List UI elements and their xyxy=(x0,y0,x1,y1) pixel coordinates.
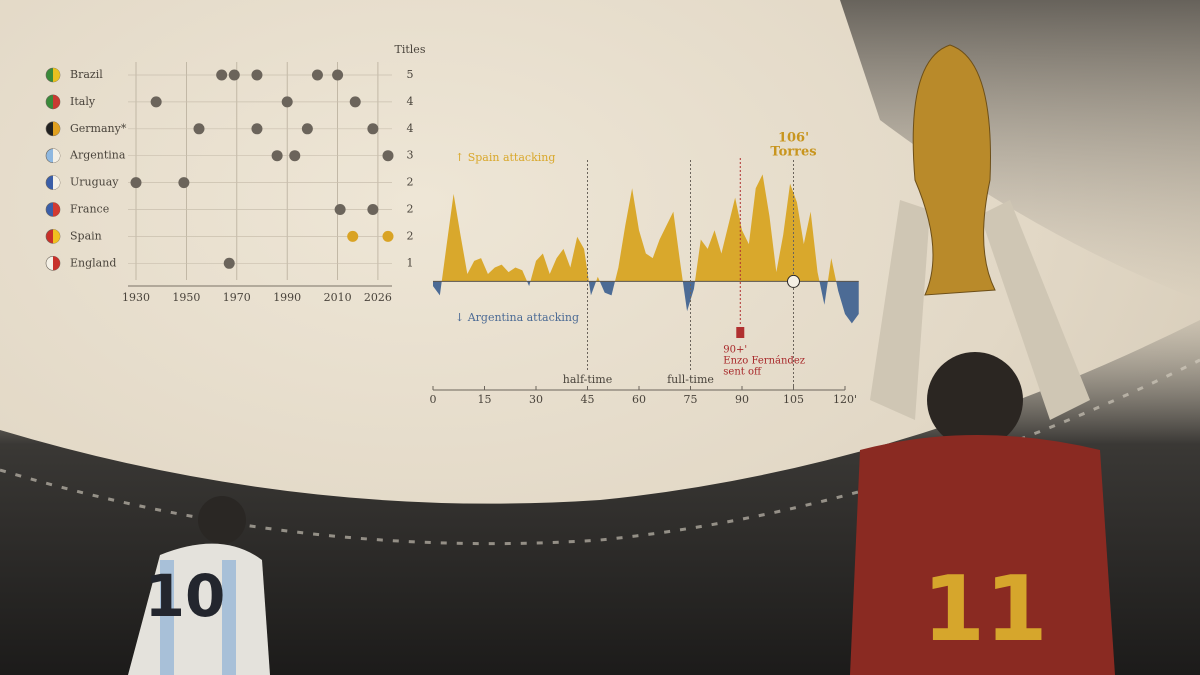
titles-value: 2 xyxy=(407,229,414,242)
red-card-text: sent off xyxy=(723,367,762,378)
title-dot xyxy=(347,230,359,242)
negative-label: ↓ Argentina attacking xyxy=(455,311,579,324)
x-tick-label: 60 xyxy=(632,393,646,406)
titles-value: 3 xyxy=(407,149,414,162)
titles-value: 1 xyxy=(407,256,414,269)
country-label: Spain xyxy=(70,229,102,242)
right-player: 11 xyxy=(850,44,1115,675)
titles-value: 2 xyxy=(407,176,414,189)
shirt-number: 11 xyxy=(922,557,1047,662)
red-card xyxy=(736,327,745,338)
x-tick-label: 1990 xyxy=(273,291,301,304)
flag xyxy=(53,121,60,136)
title-dot xyxy=(281,96,293,108)
x-tick-label: 45 xyxy=(581,393,595,406)
value-header: Titles xyxy=(395,43,426,56)
x-tick-label: 30 xyxy=(529,393,543,406)
title-dot xyxy=(228,69,240,81)
momentum-area xyxy=(433,174,859,324)
country-label: Uruguay xyxy=(70,176,119,189)
titles-value: 4 xyxy=(407,95,414,108)
title-dot xyxy=(334,204,346,215)
x-tick-label: 105 xyxy=(783,393,804,406)
flag xyxy=(53,148,60,163)
country-label: Germany* xyxy=(70,122,127,135)
title-dot xyxy=(367,123,379,135)
period-label: half-time xyxy=(563,373,612,386)
title-dot xyxy=(349,96,361,108)
positive-label: ↑ Spain attacking xyxy=(455,151,555,164)
shirt-number: 10 xyxy=(145,562,226,630)
titles-value: 2 xyxy=(407,203,414,216)
title-dot xyxy=(216,69,228,81)
goal-player: Torres xyxy=(770,145,816,160)
title-dot xyxy=(301,123,313,135)
title-dot xyxy=(311,69,323,81)
flag xyxy=(53,202,60,217)
x-tick-label: 90 xyxy=(735,393,749,406)
red-card-text: 90+' xyxy=(723,345,747,356)
title-dot xyxy=(382,230,394,242)
flag xyxy=(53,68,60,82)
title-dot xyxy=(367,204,379,215)
titles-value: 5 xyxy=(407,68,414,81)
title-dot xyxy=(271,150,283,162)
trophy xyxy=(912,44,996,296)
country-label: England xyxy=(70,256,116,269)
period-label: full-time xyxy=(667,373,714,386)
country-label: Italy xyxy=(70,95,96,108)
title-dot xyxy=(289,150,301,162)
title-dot xyxy=(150,96,162,108)
x-tick-label: 75 xyxy=(684,393,698,406)
title-dot xyxy=(223,257,235,269)
country-label: France xyxy=(70,203,109,216)
goal-label: 106' xyxy=(778,131,809,146)
title-dot xyxy=(251,69,263,81)
flag xyxy=(53,94,60,109)
x-tick-label: 2010 xyxy=(324,291,352,304)
x-tick-label: 120' xyxy=(833,393,857,406)
x-tick-label: 2026 xyxy=(364,291,392,304)
flag xyxy=(53,229,60,244)
title-dot xyxy=(130,177,142,189)
goal-marker xyxy=(787,274,800,288)
title-dot xyxy=(332,69,344,81)
x-tick-label: 1930 xyxy=(122,291,150,304)
title-dot xyxy=(178,177,190,189)
red-card-text: Enzo Fernández xyxy=(723,356,805,367)
country-label: Brazil xyxy=(70,68,103,81)
x-tick-label: 15 xyxy=(478,393,492,406)
x-tick-label: 1970 xyxy=(223,291,251,304)
country-label: Argentina xyxy=(69,149,126,162)
title-dot xyxy=(193,123,205,135)
x-tick-label: 1950 xyxy=(172,291,200,304)
title-dot xyxy=(251,123,263,135)
title-dot xyxy=(382,150,394,162)
x-tick-label: 0 xyxy=(430,393,437,406)
titles-value: 4 xyxy=(407,122,414,135)
flag xyxy=(53,175,60,190)
flag xyxy=(53,256,60,271)
left-player: 10 xyxy=(128,496,270,675)
